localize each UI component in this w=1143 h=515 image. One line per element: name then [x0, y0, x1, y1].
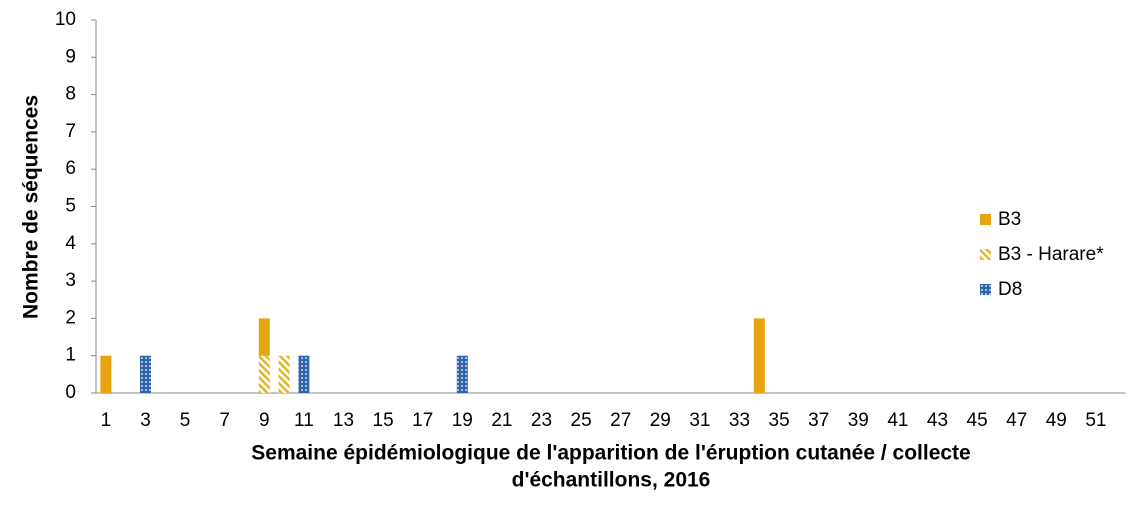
x-tick-label: 31 [689, 410, 710, 431]
x-tick-label: 27 [610, 410, 631, 431]
legend-label: B3 - Harare* [998, 244, 1104, 265]
y-tick-label: 2 [65, 307, 76, 328]
x-axis-title: Semaine épidémiologique de l'apparition … [251, 442, 970, 465]
x-tick-label: 1 [101, 410, 112, 431]
y-tick-label: 4 [65, 233, 76, 254]
x-tick-label: 3 [140, 410, 151, 431]
y-tick-label: 0 [65, 382, 76, 403]
x-tick-label: 11 [294, 410, 314, 431]
x-axis-title: d'échantillons, 2016 [512, 469, 711, 492]
y-tick-label: 7 [65, 121, 76, 142]
bar [258, 355, 270, 393]
x-tick-label: 33 [729, 410, 750, 431]
x-tick-label: 21 [491, 410, 512, 431]
x-tick-label: 39 [848, 410, 869, 431]
bar [100, 355, 112, 393]
legend-swatch [980, 284, 991, 295]
y-tick-label: 5 [65, 196, 76, 217]
y-tick-label: 10 [55, 9, 76, 30]
x-tick-label: 49 [1046, 410, 1067, 431]
x-tick-label: 7 [219, 410, 230, 431]
x-tick-label: 5 [180, 410, 191, 431]
x-tick-label: 25 [571, 410, 592, 431]
x-tick-label: 9 [259, 410, 270, 431]
x-tick-label: 13 [333, 410, 354, 431]
x-tick-label: 17 [412, 410, 433, 431]
legend-swatch [980, 249, 991, 260]
y-tick-label: 1 [65, 345, 76, 366]
legend-swatch [980, 214, 991, 225]
x-tick-label: 23 [531, 410, 552, 431]
y-tick-label: 6 [65, 158, 76, 179]
y-tick-label: 9 [65, 46, 76, 67]
x-tick-label: 37 [808, 410, 829, 431]
x-tick-label: 47 [1006, 410, 1027, 431]
y-tick-label: 8 [65, 84, 76, 105]
x-tick-label: 19 [452, 410, 473, 431]
x-tick-label: 45 [967, 410, 988, 431]
legend-label: D8 [998, 279, 1022, 300]
bar [258, 318, 270, 356]
x-tick-label: 43 [927, 410, 948, 431]
x-tick-label: 15 [373, 410, 394, 431]
bar [140, 355, 151, 393]
y-tick-label: 3 [65, 270, 76, 291]
x-tick-label: 41 [887, 410, 908, 431]
legend-label: B3 [998, 209, 1021, 230]
bar [753, 318, 765, 393]
bar [298, 355, 310, 393]
bar [456, 355, 468, 393]
y-axis-title: Nombre de séquences [20, 95, 43, 319]
x-tick-label: 29 [650, 410, 671, 431]
x-tick-label: 51 [1085, 410, 1106, 431]
x-tick-label: 35 [769, 410, 790, 431]
bar [278, 355, 290, 393]
